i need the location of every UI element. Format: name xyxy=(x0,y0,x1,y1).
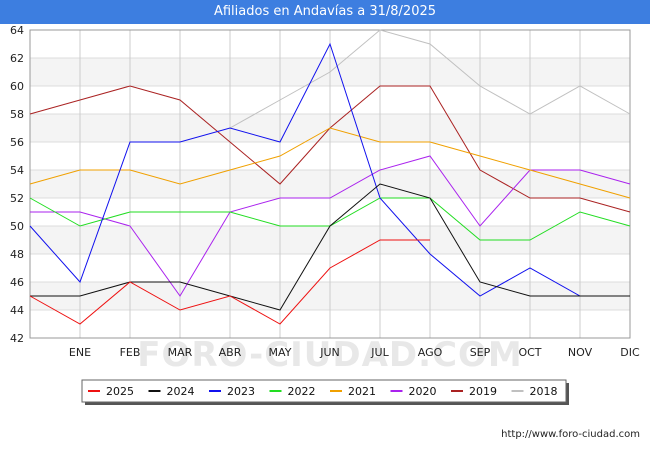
legend-label-2020: 2020 xyxy=(409,385,437,398)
series-lines xyxy=(29,29,631,325)
legend: 2025 2024 2023 2022 2021 2020 2019 2018 xyxy=(81,379,569,405)
x-tick-label: JUL xyxy=(370,346,389,359)
x-tick-label: DIC xyxy=(620,346,640,359)
x-tick-label: JUN xyxy=(319,346,340,359)
legend-box xyxy=(81,379,567,403)
y-tick-label: 58 xyxy=(10,108,24,121)
x-tick-label: OCT xyxy=(518,346,541,359)
x-axis-ticks: ENE FEB MAR ABR MAY JUN JUL AGO SEP OCT NOV DIC xyxy=(69,346,640,359)
y-tick-label: 52 xyxy=(10,192,24,205)
legend-label-2025: 2025 xyxy=(106,385,134,398)
x-tick-label: FEB xyxy=(120,346,141,359)
legend-label-2021: 2021 xyxy=(348,385,376,398)
x-tick-label: MAR xyxy=(168,346,193,359)
series-line-2025 xyxy=(29,239,430,325)
y-tick-label: 56 xyxy=(10,136,24,149)
y-tick-label: 46 xyxy=(10,276,24,289)
legend-label-2022: 2022 xyxy=(288,385,316,398)
y-axis-ticks: 42 44 46 48 50 52 54 56 58 60 62 64 xyxy=(10,24,24,345)
legend-label-2019: 2019 xyxy=(469,385,497,398)
y-tick-label: 64 xyxy=(10,24,24,37)
x-tick-label: MAY xyxy=(269,346,292,359)
series-line-2021 xyxy=(29,127,631,199)
legend-label-2018: 2018 xyxy=(530,385,558,398)
y-tick-label: 44 xyxy=(10,304,24,317)
x-tick-label: ENE xyxy=(69,346,91,359)
y-tick-label: 60 xyxy=(10,80,24,93)
watermark: FORO-CIUDAD.COM xyxy=(137,335,523,375)
x-tick-label: AGO xyxy=(418,346,443,359)
chart-title: Afiliados en Andavías a 31/8/2025 xyxy=(0,0,650,24)
legend-label-2023: 2023 xyxy=(227,385,255,398)
x-tick-label: ABR xyxy=(219,346,242,359)
y-tick-label: 48 xyxy=(10,248,24,261)
y-tick-label: 42 xyxy=(10,332,24,345)
legend-label-2024: 2024 xyxy=(167,385,195,398)
series-line-2018 xyxy=(229,29,631,129)
y-tick-label: 54 xyxy=(10,164,24,177)
series-line-2023 xyxy=(29,42,630,297)
y-tick-label: 62 xyxy=(10,52,24,65)
y-tick-label: 50 xyxy=(10,220,24,233)
footer-url: http://www.foro-ciudad.com xyxy=(501,429,640,440)
x-tick-label: NOV xyxy=(568,346,593,359)
x-tick-label: SEP xyxy=(470,346,491,359)
